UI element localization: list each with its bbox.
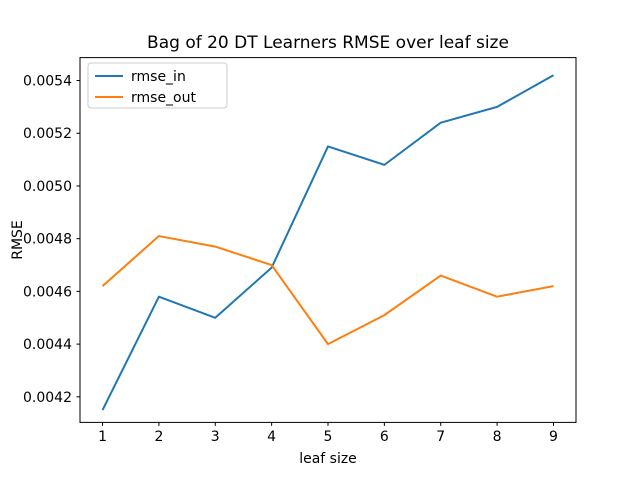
y-axis-label: RMSE <box>10 220 26 260</box>
x-tick-label: 3 <box>211 429 220 445</box>
y-tick-label: 0.0048 <box>23 232 72 248</box>
x-tick-label: 5 <box>324 429 333 445</box>
series-line-rmse_out <box>101 235 554 346</box>
y-tick-label: 0.0054 <box>23 74 72 90</box>
legend-label-rmse-in: rmse_in <box>131 69 186 85</box>
axis-ticks: 1 2 3 4 5 6 7 8 9 0.0042 0.0044 0.0046 0.0048 0.0050 0… <box>23 74 558 445</box>
plot-area <box>80 57 576 423</box>
axes-frame <box>79 57 577 423</box>
x-axis-label: leaf size <box>299 451 357 467</box>
x-tick-label: 8 <box>493 429 502 445</box>
y-tick-label: 0.0052 <box>23 126 72 142</box>
x-tick-label: 1 <box>98 429 107 445</box>
y-tick-label: 0.0044 <box>23 337 72 353</box>
y-tick-label: 0.0042 <box>23 390 72 406</box>
x-tick-label: 6 <box>380 429 389 445</box>
x-tick-label: 7 <box>436 429 445 445</box>
legend-label-rmse-out: rmse_out <box>131 90 196 106</box>
legend: rmse_in rmse_out <box>87 62 228 109</box>
series-line-rmse_in <box>101 74 554 411</box>
x-tick-label: 2 <box>154 429 163 445</box>
chart-title: Bag of 20 DT Learners RMSE over leaf siz… <box>147 33 509 53</box>
y-tick-label: 0.0050 <box>23 179 72 195</box>
series-lines <box>101 74 554 411</box>
x-tick-label: 9 <box>549 429 558 445</box>
y-tick-label: 0.0046 <box>23 284 72 300</box>
x-tick-label: 4 <box>267 429 276 445</box>
